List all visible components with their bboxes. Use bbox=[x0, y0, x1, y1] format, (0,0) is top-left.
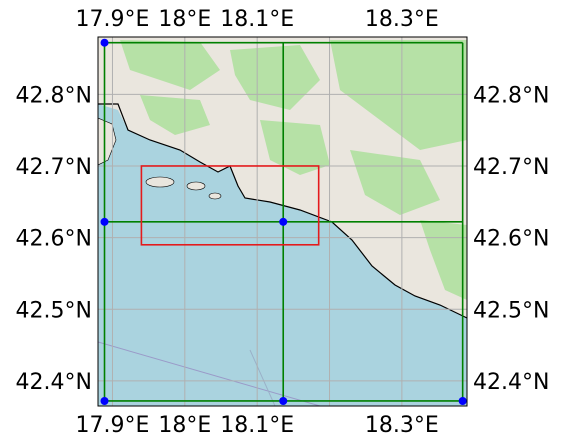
y-tick-label-left: 42.5°N bbox=[16, 298, 92, 323]
overlay bbox=[100, 38, 467, 405]
forest-area bbox=[120, 40, 220, 90]
point-marker bbox=[100, 396, 109, 405]
point-marker bbox=[279, 217, 288, 226]
tick-labels: 17.9°E 17.9°E 18°E 18°E 18.1°E 18.1°E 18.3°E 18… bbox=[16, 7, 550, 438]
x-tick-label-bottom: 18.3°E bbox=[365, 413, 439, 438]
forest-area bbox=[420, 220, 467, 300]
y-tick-label-right: 42.7°N bbox=[473, 155, 549, 180]
x-tick-label-top: 18.1°E bbox=[220, 7, 294, 32]
x-tick-label-bottom: 18°E bbox=[158, 413, 211, 438]
y-tick-label-left: 42.6°N bbox=[16, 227, 92, 252]
island bbox=[145, 176, 175, 188]
forest-area bbox=[230, 45, 320, 110]
x-tick-label-top: 18°E bbox=[158, 7, 211, 32]
point-marker bbox=[458, 396, 467, 405]
y-tick-label-right: 42.4°N bbox=[473, 370, 549, 395]
y-tick-label-left: 42.7°N bbox=[16, 155, 92, 180]
island bbox=[186, 181, 206, 191]
y-tick-label-right: 42.8°N bbox=[473, 83, 549, 108]
point-marker bbox=[100, 217, 109, 226]
y-tick-label-right: 42.5°N bbox=[473, 298, 549, 323]
x-tick-label-bottom: 18.1°E bbox=[220, 413, 294, 438]
map-frame bbox=[97, 36, 468, 407]
x-tick-label-bottom: 17.9°E bbox=[76, 413, 150, 438]
island bbox=[208, 192, 222, 200]
y-tick-label-left: 42.4°N bbox=[16, 370, 92, 395]
y-tick-label-left: 42.8°N bbox=[16, 83, 92, 108]
forest-area bbox=[260, 120, 330, 175]
y-tick-label-right: 42.6°N bbox=[473, 227, 549, 252]
x-tick-label-top: 18.3°E bbox=[365, 7, 439, 32]
point-marker bbox=[100, 38, 109, 47]
point-marker bbox=[279, 396, 288, 405]
forest-area bbox=[330, 40, 467, 150]
x-tick-label-top: 17.9°E bbox=[76, 7, 150, 32]
route-line bbox=[249, 349, 276, 406]
coastline bbox=[98, 103, 467, 319]
red-box bbox=[140, 165, 320, 246]
forest-area bbox=[140, 95, 210, 135]
